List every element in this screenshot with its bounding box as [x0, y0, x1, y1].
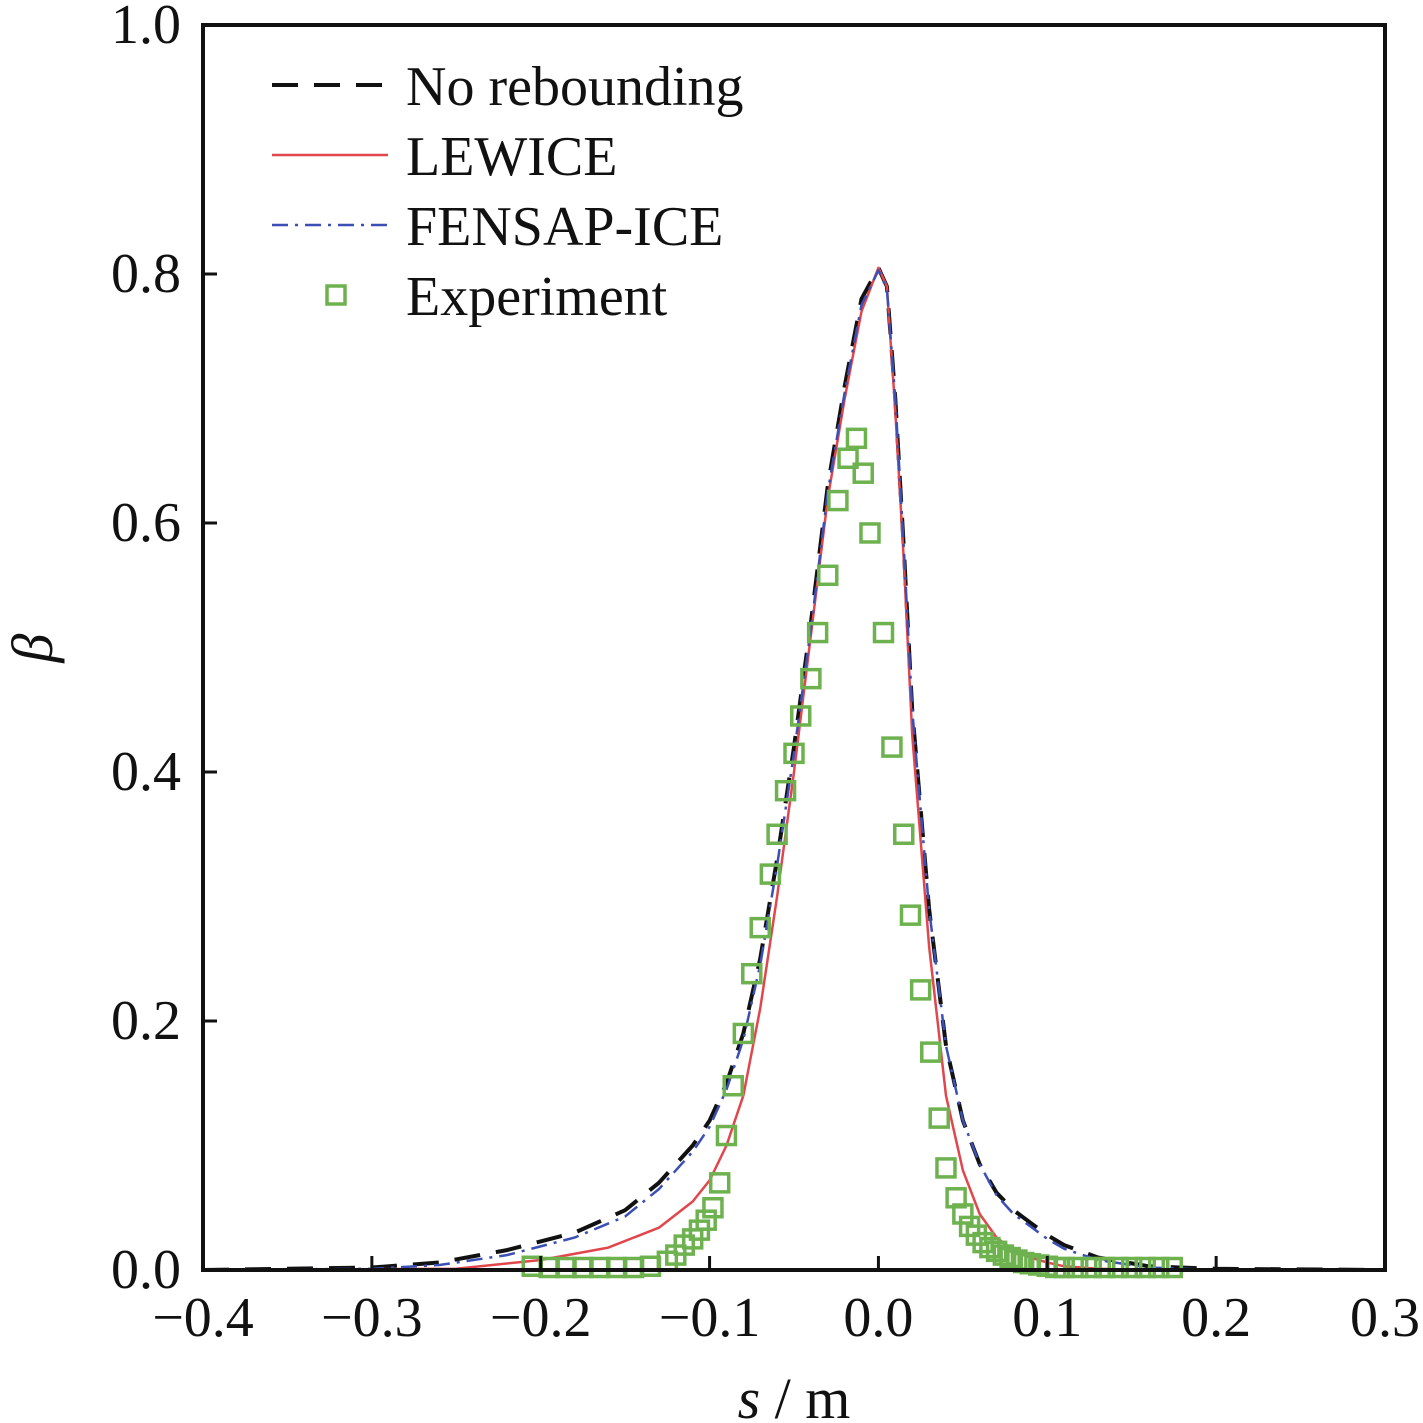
x-tick-label: 0.3	[1350, 1287, 1420, 1349]
legend-label-experiment: Experiment	[406, 266, 668, 328]
x-tick-label: 0.0	[843, 1287, 913, 1349]
experiment-point	[852, 462, 874, 484]
experiment-point	[1147, 1256, 1170, 1279]
experiment-point	[837, 447, 859, 470]
x-tick-label: −0.2	[490, 1287, 592, 1349]
x-tick-label: −0.4	[152, 1287, 254, 1349]
experiment-point	[766, 823, 788, 845]
y-tick-label: 0.4	[111, 741, 181, 803]
experiment-point	[899, 904, 922, 926]
experiment-point	[827, 489, 849, 512]
experiment-point	[715, 1124, 738, 1147]
experiment-point	[1053, 1256, 1075, 1279]
series-layer	[202, 265, 1386, 1279]
experiment-point	[992, 1244, 1015, 1266]
y-tick-label: 1.0	[111, 0, 181, 56]
x-tick-label: 0.1	[1012, 1287, 1082, 1349]
experiment-point	[909, 979, 932, 1001]
series-line-no-rebounding	[202, 265, 1386, 1272]
experiment-point	[952, 1203, 974, 1225]
experiment-point	[999, 1246, 1021, 1269]
experiment-point	[695, 1209, 717, 1231]
legend: No rebounding LEWICE FENSAP-ICE Experiment	[272, 56, 744, 328]
experiment-point	[881, 736, 903, 758]
experiment-point	[1161, 1256, 1183, 1279]
experiment-point	[985, 1240, 1008, 1263]
experiment-point	[783, 742, 805, 765]
experiment-point	[1080, 1256, 1102, 1279]
experiment-point	[741, 962, 763, 985]
plot-frame	[201, 23, 1387, 1272]
experiment-point	[749, 916, 771, 939]
experiment-point	[806, 621, 829, 644]
x-tick-label: −0.1	[659, 1287, 761, 1349]
experiment-point	[935, 1157, 957, 1179]
experiment-point	[872, 621, 895, 644]
x-axis-variable: s	[738, 1366, 761, 1423]
experiment-point	[722, 1074, 744, 1097]
legend-label-no-rebounding: No rebounding	[406, 56, 744, 118]
experiment-point	[1107, 1256, 1129, 1279]
x-axis-unit: / m	[760, 1366, 850, 1423]
experiment-point	[928, 1107, 950, 1129]
experiment-point	[732, 1022, 755, 1045]
experiment-point	[1134, 1256, 1156, 1279]
experiment-point	[920, 1041, 942, 1063]
experiment-point	[859, 522, 881, 544]
x-tick-label: 0.2	[1181, 1287, 1251, 1349]
legend-swatch-experiment	[325, 284, 347, 306]
tick-layer: −0.4 −0.3 −0.2 −0.1 0.0 0.1 0.2 0.3 0.0 0.2 0.4 0.6…	[111, 0, 1420, 1349]
x-tick-label: −0.3	[321, 1287, 423, 1349]
experiment-point	[800, 667, 822, 690]
y-tick-label: 0.6	[111, 492, 181, 554]
experiment-point	[759, 863, 782, 885]
experiment-point	[1120, 1256, 1143, 1279]
experiment-point	[790, 705, 812, 727]
experiment-point	[702, 1197, 724, 1219]
y-axis-label: β	[0, 633, 65, 663]
experiment-point	[1093, 1256, 1116, 1279]
experiment-point	[845, 427, 868, 450]
y-tick-label: 0.0	[111, 1239, 181, 1301]
experiment-point	[817, 564, 839, 587]
x-axis-label: s / m	[738, 1366, 851, 1423]
experiment-point	[774, 779, 797, 802]
y-tick-label: 0.2	[111, 990, 181, 1052]
legend-label-fensap-ice: FENSAP-ICE	[406, 196, 723, 258]
y-tick-label: 0.8	[111, 243, 181, 305]
experiment-point	[1066, 1256, 1089, 1279]
experiment-point	[708, 1172, 731, 1194]
experiment-point	[893, 823, 915, 845]
series-line-fensap-ice	[202, 269, 1385, 1272]
legend-label-lewice: LEWICE	[406, 126, 617, 188]
series-experiment	[521, 427, 1183, 1279]
experiment-point	[945, 1187, 967, 1209]
